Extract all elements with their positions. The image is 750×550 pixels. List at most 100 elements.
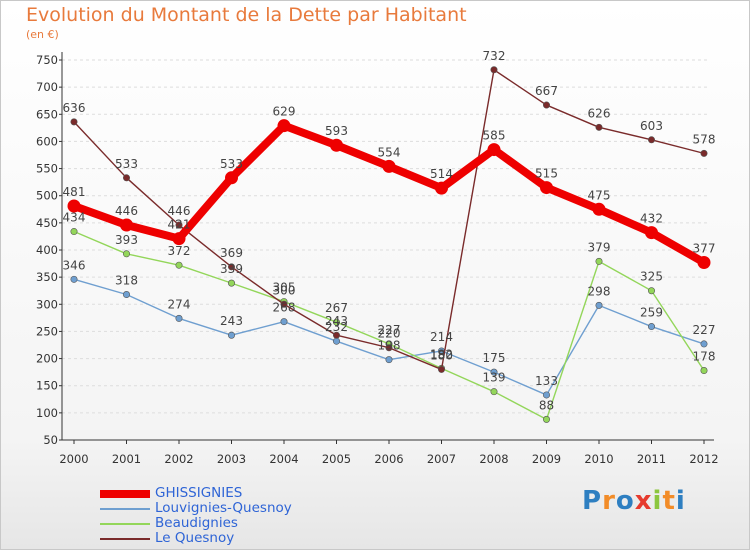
legend-swatch-ghissignies bbox=[100, 489, 150, 498]
x-tick-label: 2006 bbox=[374, 452, 403, 466]
data-point bbox=[280, 300, 288, 308]
data-label: 259 bbox=[640, 306, 663, 320]
legend-label-le-quesnoy: Le Quesnoy bbox=[155, 530, 235, 546]
y-tick-label: 250 bbox=[36, 324, 58, 338]
data-label: 585 bbox=[483, 129, 506, 143]
data-point bbox=[540, 181, 553, 195]
data-label: 593 bbox=[325, 124, 348, 138]
data-label: 475 bbox=[588, 188, 611, 202]
y-tick-label: 650 bbox=[36, 107, 58, 121]
x-tick-label: 2000 bbox=[59, 452, 88, 466]
y-tick-label: 600 bbox=[36, 134, 58, 148]
logo-letter: r bbox=[602, 486, 616, 516]
legend-label-beaudignies: Beaudignies bbox=[155, 515, 238, 531]
data-label: 243 bbox=[220, 314, 243, 328]
y-tick-label: 450 bbox=[36, 216, 58, 230]
data-point bbox=[697, 255, 711, 269]
data-label: 318 bbox=[115, 274, 138, 288]
data-point bbox=[542, 391, 550, 399]
logo-letter: i bbox=[652, 486, 663, 516]
data-label: 243 bbox=[325, 314, 348, 328]
data-point bbox=[595, 123, 603, 131]
data-label: 578 bbox=[693, 132, 716, 146]
chart-title: Evolution du Montant de la Dette par Hab… bbox=[26, 4, 467, 26]
data-label: 379 bbox=[588, 240, 611, 254]
y-tick-label: 100 bbox=[36, 406, 58, 420]
data-label: 434 bbox=[63, 211, 86, 225]
data-point bbox=[385, 344, 393, 352]
data-label: 267 bbox=[325, 301, 348, 315]
data-label: 446 bbox=[168, 204, 191, 218]
data-label: 554 bbox=[378, 145, 401, 159]
legend-swatch-louvignies-quesnoy bbox=[100, 507, 150, 510]
data-point bbox=[175, 261, 183, 269]
y-tick-label: 500 bbox=[36, 189, 58, 203]
data-label: 298 bbox=[588, 284, 611, 298]
data-label: 481 bbox=[63, 185, 86, 199]
x-tick-label: 2001 bbox=[112, 452, 141, 466]
data-point bbox=[435, 181, 448, 195]
data-label: 88 bbox=[539, 398, 554, 412]
data-point bbox=[490, 368, 498, 376]
data-point bbox=[123, 174, 131, 182]
data-point bbox=[490, 388, 498, 396]
data-label: 182 bbox=[430, 347, 453, 361]
data-point bbox=[280, 318, 288, 326]
data-label: 178 bbox=[693, 350, 716, 364]
data-point bbox=[123, 291, 131, 299]
data-point bbox=[595, 301, 603, 309]
data-label: 274 bbox=[168, 297, 191, 311]
data-point bbox=[542, 101, 550, 109]
data-label: 446 bbox=[115, 204, 138, 218]
chart-subtitle: (en €) bbox=[26, 28, 59, 41]
data-point bbox=[487, 143, 501, 157]
data-point bbox=[330, 138, 343, 152]
x-tick-label: 2002 bbox=[164, 452, 193, 466]
data-point bbox=[645, 226, 658, 240]
data-label: 629 bbox=[273, 105, 296, 119]
data-label: 175 bbox=[483, 351, 506, 365]
data-label: 603 bbox=[640, 119, 663, 133]
logo-letter: t bbox=[662, 486, 676, 516]
y-tick-label: 50 bbox=[43, 433, 58, 447]
logo-letter: o bbox=[615, 486, 635, 516]
y-tick-label: 700 bbox=[36, 80, 58, 94]
data-point bbox=[172, 232, 186, 246]
x-tick-label: 2011 bbox=[637, 452, 666, 466]
data-label: 421 bbox=[168, 218, 191, 232]
x-tick-label: 2007 bbox=[427, 452, 456, 466]
data-label: 133 bbox=[535, 374, 558, 388]
data-label: 339 bbox=[220, 262, 243, 276]
data-label: 377 bbox=[693, 241, 716, 255]
x-tick-label: 2005 bbox=[322, 452, 351, 466]
data-label: 227 bbox=[378, 323, 401, 337]
data-label: 626 bbox=[588, 106, 611, 120]
data-label: 432 bbox=[640, 212, 663, 226]
data-point bbox=[70, 118, 78, 126]
logo-letter: x bbox=[634, 486, 653, 516]
data-point bbox=[228, 279, 236, 287]
data-label: 393 bbox=[115, 233, 138, 247]
data-label: 139 bbox=[483, 371, 506, 385]
data-label: 515 bbox=[535, 167, 558, 181]
x-tick-label: 2009 bbox=[532, 452, 561, 466]
data-point bbox=[120, 218, 133, 232]
data-point bbox=[647, 136, 655, 144]
data-label: 533 bbox=[220, 157, 243, 171]
legend-label-ghissignies: GHISSIGNIES bbox=[155, 485, 243, 501]
data-point bbox=[592, 202, 606, 216]
data-point bbox=[175, 314, 183, 322]
data-label: 300 bbox=[273, 283, 296, 297]
data-label: 232 bbox=[325, 320, 348, 334]
y-tick-label: 350 bbox=[36, 270, 58, 284]
legend-swatch-le-quesnoy bbox=[100, 537, 150, 540]
data-point bbox=[332, 331, 340, 339]
data-point bbox=[67, 199, 81, 213]
x-tick-label: 2010 bbox=[584, 452, 613, 466]
data-label: 346 bbox=[63, 258, 86, 272]
legend-label-louvignies-quesnoy: Louvignies-Quesnoy bbox=[155, 500, 292, 516]
data-point bbox=[228, 331, 236, 339]
data-point bbox=[700, 149, 708, 157]
data-point bbox=[647, 323, 655, 331]
